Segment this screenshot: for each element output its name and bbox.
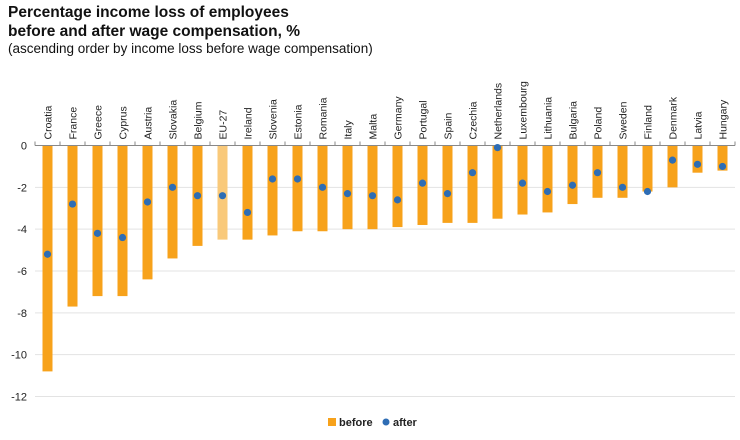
- legend-label-before: before: [339, 417, 373, 429]
- bar-before: [567, 145, 578, 205]
- category-label: Romania: [318, 97, 330, 139]
- category-label: Czechia: [468, 101, 480, 139]
- title-line-2: before and after wage compensation, %: [8, 23, 300, 40]
- dot-after: [468, 169, 477, 177]
- category-label: Italy: [343, 119, 355, 139]
- category-label: Netherlands: [493, 83, 505, 140]
- dot-after: [418, 179, 427, 187]
- bar-before: [367, 145, 378, 230]
- category-label: Belgium: [193, 101, 205, 139]
- chart-title: Percentage income loss of employees befo…: [8, 3, 300, 41]
- category-label: Luxembourg: [518, 81, 530, 140]
- bar-before: [667, 145, 678, 188]
- bar-before: [392, 145, 403, 228]
- category-label: Slovenia: [268, 99, 280, 139]
- bar-before: [117, 145, 128, 297]
- dot-after: [343, 190, 352, 198]
- bar-before: [492, 145, 503, 219]
- chart-subtitle: (ascending order by income loss before w…: [8, 41, 373, 56]
- dot-after: [193, 192, 202, 200]
- category-label: Malta: [368, 114, 380, 140]
- y-tick-label: -6: [17, 266, 27, 278]
- dot-after: [268, 175, 277, 183]
- bar-before: [67, 145, 78, 307]
- dot-after: [693, 160, 702, 168]
- category-label: Austria: [143, 107, 155, 140]
- dot-after: [243, 208, 252, 217]
- category-label: Ireland: [243, 107, 255, 139]
- dot-after: [368, 192, 377, 200]
- category-label: Poland: [593, 107, 605, 140]
- dot-after: [318, 183, 327, 191]
- category-label: Spain: [443, 112, 455, 139]
- category-label: Finland: [643, 105, 655, 140]
- dot-after: [718, 162, 727, 171]
- y-tick-label: 0: [21, 141, 27, 153]
- category-label: Lithuania: [543, 97, 555, 140]
- legend-swatch-after: [382, 418, 390, 426]
- category-label: Estonia: [293, 104, 305, 139]
- bar-before: [717, 145, 728, 171]
- dot-after: [493, 143, 502, 152]
- category-label: Latvia: [693, 111, 705, 139]
- category-label: Hungary: [718, 99, 730, 139]
- category-label: France: [68, 107, 80, 140]
- y-tick-label: -4: [17, 224, 27, 236]
- dot-after: [668, 156, 677, 164]
- dot-after: [218, 192, 227, 200]
- bar-before: [442, 145, 453, 223]
- category-label: Slovakia: [168, 100, 180, 140]
- dot-after: [118, 233, 127, 242]
- bar-before: [617, 145, 628, 198]
- category-label: Bulgaria: [568, 101, 580, 140]
- dot-after: [443, 190, 452, 198]
- title-line-1: Percentage income loss of employees: [8, 4, 289, 21]
- dot-after: [643, 187, 652, 196]
- dot-after: [518, 179, 527, 187]
- bar-before: [467, 145, 478, 223]
- dot-after: [568, 181, 577, 189]
- bar-before: [167, 145, 178, 259]
- dot-after: [393, 196, 402, 204]
- bar-before: [692, 145, 703, 173]
- dot-after: [593, 169, 602, 177]
- y-tick-label: -12: [11, 392, 27, 404]
- bar-before: [242, 145, 253, 240]
- y-tick-label: -2: [17, 182, 27, 194]
- bar-before: [542, 145, 553, 213]
- category-label: Germany: [393, 96, 405, 140]
- bar-before: [342, 145, 353, 230]
- dot-after: [43, 250, 52, 258]
- dot-after: [168, 183, 177, 191]
- category-label: Sweden: [618, 101, 630, 139]
- category-label: Croatia: [43, 105, 55, 139]
- dot-after: [293, 175, 302, 183]
- dot-after: [143, 198, 152, 206]
- dot-after: [93, 229, 102, 237]
- bar-before: [267, 145, 278, 236]
- bar-before: [42, 145, 53, 372]
- category-label: Portugal: [418, 100, 430, 139]
- category-label: EU-27: [218, 110, 230, 140]
- bar-before: [92, 145, 103, 297]
- dot-after: [618, 183, 627, 191]
- y-tick-label: -8: [17, 308, 27, 320]
- category-label: Denmark: [668, 96, 680, 139]
- bar-before: [642, 145, 653, 192]
- category-label: Greece: [93, 105, 105, 140]
- bar-before: [142, 145, 153, 280]
- legend-label-after: after: [393, 417, 418, 429]
- category-label: Cyprus: [118, 106, 130, 139]
- bar-before: [292, 145, 303, 232]
- y-tick-label: -10: [11, 350, 27, 362]
- dot-after: [543, 187, 552, 196]
- dot-after: [68, 200, 77, 208]
- legend-swatch-before: [328, 418, 336, 426]
